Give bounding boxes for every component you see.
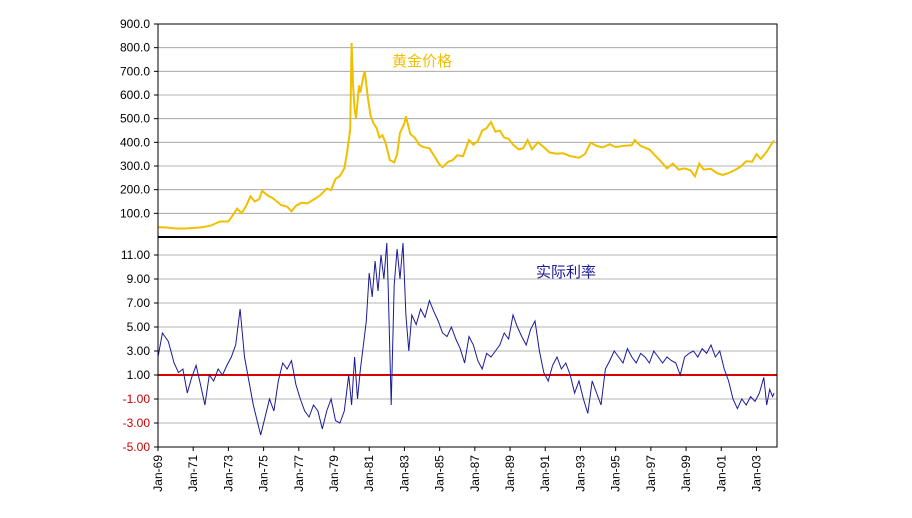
x-tick-label: Jan-77 — [292, 455, 306, 492]
top-tick-label: 300.0 — [120, 159, 150, 173]
x-tick-label: Jan-91 — [538, 455, 552, 492]
x-tick-label: Jan-01 — [714, 455, 728, 492]
x-tick-label: Jan-79 — [327, 455, 341, 492]
x-tick-label: Jan-95 — [609, 455, 623, 492]
x-tick-label: Jan-99 — [679, 455, 693, 492]
x-tick-label: Jan-93 — [573, 455, 587, 492]
bottom-y-axis-ticks: -5.00 -3.00 -1.00 1.00 3.00 5.00 7.00 9.00 11.00 — [121, 248, 158, 454]
x-tick-label: Jan-03 — [749, 455, 763, 492]
top-panel-grid — [158, 23, 777, 214]
gold-price-label: 黄金价格 — [392, 52, 452, 70]
bottom-tick-label: 7.00 — [127, 296, 151, 310]
x-tick-label: Jan-81 — [362, 455, 376, 492]
bottom-tick-label: 3.00 — [127, 344, 151, 358]
top-y-axis-ticks: 100.0 200.0 300.0 400.0 500.0 600.0 700.0 800.0… — [120, 17, 158, 220]
bottom-panel-grid — [158, 254, 777, 448]
top-tick-label: 200.0 — [120, 183, 150, 197]
x-tick-label: Jan-75 — [257, 455, 271, 492]
x-tick-label: Jan-73 — [221, 455, 235, 492]
top-tick-label: 500.0 — [120, 112, 150, 126]
plot-frame — [157, 23, 778, 448]
bottom-tick-label: -3.00 — [123, 416, 151, 430]
top-tick-label: 800.0 — [120, 41, 150, 55]
x-tick-label: Jan-83 — [397, 455, 411, 492]
top-tick-label: 700.0 — [120, 64, 150, 78]
bottom-tick-label: 11.00 — [121, 248, 150, 262]
x-tick-label: Jan-71 — [186, 455, 200, 492]
bottom-tick-label: 9.00 — [127, 272, 151, 286]
top-tick-label: 900.0 — [120, 17, 150, 31]
bottom-tick-label: 5.00 — [127, 320, 151, 334]
real-rate-line — [157, 242, 775, 436]
x-tick-label: Jan-87 — [468, 455, 482, 492]
x-tick-label: Jan-89 — [503, 455, 517, 492]
x-tick-label: Jan-97 — [644, 455, 658, 492]
bottom-tick-label: 1.00 — [127, 368, 151, 382]
x-axis-ticks: Jan-69 Jan-71 Jan-73 Jan-75 Jan-77 Jan-79 Jan-… — [151, 447, 763, 492]
bottom-tick-label: -5.00 — [123, 440, 151, 454]
x-tick-label: Jan-85 — [433, 455, 447, 492]
gold-price-line — [157, 42, 775, 230]
real-rate-label: 实际利率 — [536, 263, 596, 281]
top-tick-label: 600.0 — [120, 88, 150, 102]
bottom-tick-label: -1.00 — [123, 392, 151, 406]
x-tick-label: Jan-69 — [151, 455, 165, 492]
top-tick-label: 400.0 — [120, 135, 150, 149]
top-tick-label: 100.0 — [120, 206, 150, 220]
